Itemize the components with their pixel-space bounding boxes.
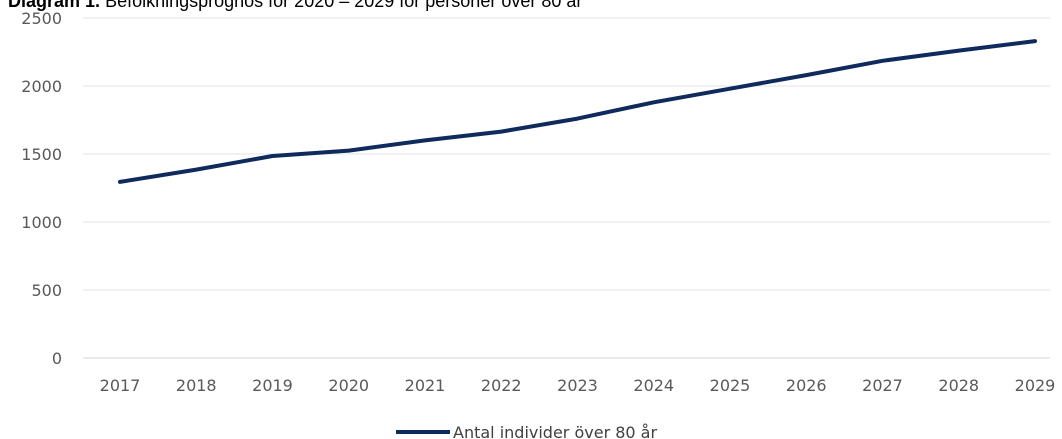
chart-title: Diagram 1. Befolkningsprognos för 2020 –… — [8, 0, 582, 12]
y-tick-label: 1000 — [21, 213, 62, 232]
x-tick-label: 2020 — [328, 376, 369, 395]
y-tick-label: 500 — [31, 281, 62, 300]
x-tick-label: 2018 — [176, 376, 217, 395]
y-tick-label: 1500 — [21, 145, 62, 164]
x-tick-label: 2028 — [938, 376, 979, 395]
legend-label: Antal individer över 80 år — [453, 423, 657, 439]
x-tick-label: 2027 — [862, 376, 903, 395]
x-tick-label: 2019 — [252, 376, 293, 395]
x-tick-label: 2029 — [1015, 376, 1056, 395]
series-line — [118, 39, 1037, 184]
legend: Antal individer över 80 år — [396, 423, 657, 439]
chart-title-lead: Diagram 1. — [8, 0, 101, 11]
y-tick-label: 2000 — [21, 77, 62, 96]
y-tick-label: 0 — [52, 349, 62, 368]
chart-title-text: Befolkningsprognos för 2020 – 2029 för p… — [105, 0, 583, 11]
x-tick-label: 2025 — [710, 376, 751, 395]
gridlines — [83, 17, 1050, 359]
series-lines — [118, 39, 1037, 184]
y-tick-label: 2500 — [21, 9, 62, 28]
x-tick-label: 2023 — [557, 376, 598, 395]
x-tick-label: 2024 — [633, 376, 674, 395]
x-tick-label: 2022 — [481, 376, 522, 395]
x-tick-label: 2021 — [405, 376, 446, 395]
x-tick-label: 2026 — [786, 376, 827, 395]
x-axis-ticks: 2017 2018 2019 2020 2021 2022 2023 2024 2025 2026… — [100, 376, 1056, 395]
y-axis-ticks: 0 500 1000 1500 2000 2500 — [21, 9, 62, 368]
x-tick-label: 2017 — [100, 376, 141, 395]
